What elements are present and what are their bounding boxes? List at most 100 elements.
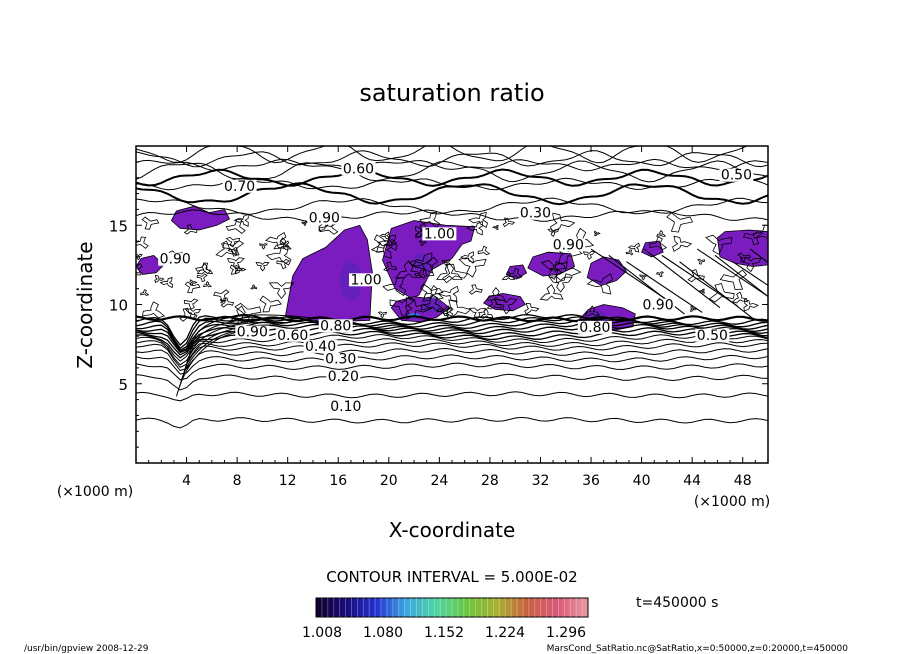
contour-line-cell <box>649 236 668 251</box>
contour-line-cell <box>486 298 502 310</box>
contour-line-cell <box>202 280 212 288</box>
contour-label: 0.70 <box>224 179 255 195</box>
contour-label: 0.30 <box>520 206 551 222</box>
contour-line-cell <box>508 267 523 279</box>
contour-line-cell <box>550 212 576 233</box>
contour-line-cell <box>501 270 516 281</box>
contour-line-cell <box>184 281 201 294</box>
footer-program: /usr/bin/gpview 2008-12-29 <box>24 644 149 654</box>
contour-line-cell <box>672 235 693 252</box>
contour-line-cell <box>383 261 397 272</box>
contour-line-cell <box>258 243 268 250</box>
y-tick-label: 10 <box>109 297 128 315</box>
contour-line-cell <box>189 279 198 286</box>
contour-label: 0.10 <box>330 399 361 415</box>
footer-source: MarsCond_SatRatio.nc@SatRatio,x=0:50000,… <box>547 644 849 654</box>
contour-label: 0.90 <box>309 210 340 226</box>
contour-line-lower <box>136 373 768 391</box>
contour-labels: 0.100.200.300.400.600.90 0.800.600.700.90… <box>158 161 754 415</box>
contour-line-cell <box>436 262 463 281</box>
contour-line-cell <box>222 240 245 257</box>
contour-line-streak <box>626 261 703 313</box>
contour-label: 1.00 <box>350 272 381 288</box>
contour-line-cell <box>539 283 564 301</box>
contour-line-streak <box>714 254 768 298</box>
x-tick-label: 4 <box>182 473 191 489</box>
contour-line-cell <box>458 257 487 278</box>
contour-line-cell <box>524 302 540 315</box>
colorbar-labels: 1.008 1.080 1.152 1.224 1.296 <box>302 625 586 641</box>
contour-label: 0.90 <box>553 237 584 253</box>
contour-line-cell <box>743 298 759 312</box>
contour-line-cell <box>705 234 733 255</box>
contour-line-streak <box>732 261 768 287</box>
contour-label-bg <box>323 352 358 366</box>
contour-line-streak <box>749 248 768 264</box>
colorbar-label: 1.152 <box>424 625 464 641</box>
contour-line-cell <box>441 259 451 267</box>
contour-line-lower <box>136 362 768 381</box>
contour-line-cell <box>655 229 667 237</box>
contour-line-cell <box>183 298 199 310</box>
contour-line-cell <box>250 284 258 290</box>
supersaturated-region <box>170 205 231 231</box>
contour-line-cell <box>625 249 634 256</box>
contour-line-cell <box>502 217 516 228</box>
contour-line-cell <box>442 263 469 284</box>
contour-line-lower <box>136 338 768 366</box>
contour-line-cell <box>235 264 247 275</box>
contour-line-streak <box>696 248 768 298</box>
contour-line-cell <box>259 295 282 313</box>
contour-label: 0.90 <box>642 298 673 314</box>
x-tick-label: 16 <box>329 473 347 489</box>
y-tick-label: 5 <box>118 376 128 394</box>
contour-label-bg <box>222 179 257 193</box>
contour-line-cell <box>418 239 427 246</box>
contour-line-cell <box>419 283 444 302</box>
contour-line-cell <box>638 274 648 281</box>
contour-line-cell <box>301 221 309 227</box>
contour-line-cell <box>459 251 474 264</box>
contour-line-cell <box>405 296 433 320</box>
contour-line-cell <box>479 308 494 319</box>
contour-line-cell <box>468 284 483 295</box>
contour-line-upper <box>136 168 768 187</box>
contour-label: 0.40 <box>305 339 336 355</box>
contour-line-cell <box>548 276 573 293</box>
contour-label-bg <box>551 238 586 252</box>
contour-line-cell <box>586 273 614 295</box>
contour-line-lower <box>136 318 768 352</box>
supersaturated-region <box>716 229 768 267</box>
plot-area: 0.100.200.300.400.600.90 0.800.600.700.90… <box>135 145 769 464</box>
y-axis-ticks: 5 10 15 <box>109 161 768 448</box>
x-tick-label: 48 <box>734 473 752 489</box>
contour-line-cell <box>255 261 270 272</box>
colorbar-label: 1.224 <box>485 625 525 641</box>
contour-label-bg <box>235 325 270 339</box>
contour-line-cell <box>739 257 762 273</box>
contour-line-cell <box>377 311 388 319</box>
contour-line-cell <box>492 224 499 231</box>
contour-line-cell <box>136 236 149 249</box>
contour-line-cell <box>408 252 434 274</box>
contour-line-lower <box>136 391 768 402</box>
contour-label: 0.90 <box>237 325 268 341</box>
contour-line-cell <box>395 260 423 279</box>
contour-line-lower <box>136 342 768 369</box>
contour-line-lower <box>136 334 768 362</box>
contour-label-bg <box>326 369 361 383</box>
contour-line-cell <box>627 242 641 253</box>
x-tick-label: 12 <box>279 473 297 489</box>
contour-label-bg <box>303 339 338 353</box>
contour-line-cell <box>213 289 230 302</box>
contour-line-cell <box>466 220 483 236</box>
contour-line-lower <box>136 316 768 350</box>
supersaturated-region <box>527 251 576 277</box>
contour-line-cell <box>555 260 582 284</box>
contour-line-streak <box>590 248 668 301</box>
colorbar-label: 1.296 <box>546 625 586 641</box>
x-unit-left: (×1000 m) <box>57 484 133 500</box>
contour-label: 0.20 <box>328 369 359 385</box>
contour-line-cell <box>276 259 290 270</box>
